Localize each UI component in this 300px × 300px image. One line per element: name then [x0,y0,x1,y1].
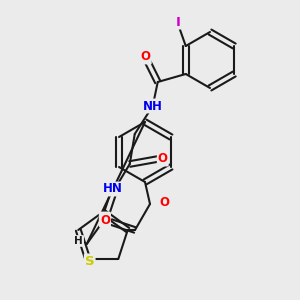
Text: I: I [175,16,180,28]
Text: O: O [100,214,110,226]
Text: O: O [141,50,151,64]
Text: O: O [158,152,168,166]
Text: HN: HN [103,182,123,196]
Text: H: H [74,236,83,246]
Text: O: O [159,196,169,208]
Text: NH: NH [143,100,163,112]
Text: N: N [100,212,110,226]
Text: S: S [85,254,94,268]
